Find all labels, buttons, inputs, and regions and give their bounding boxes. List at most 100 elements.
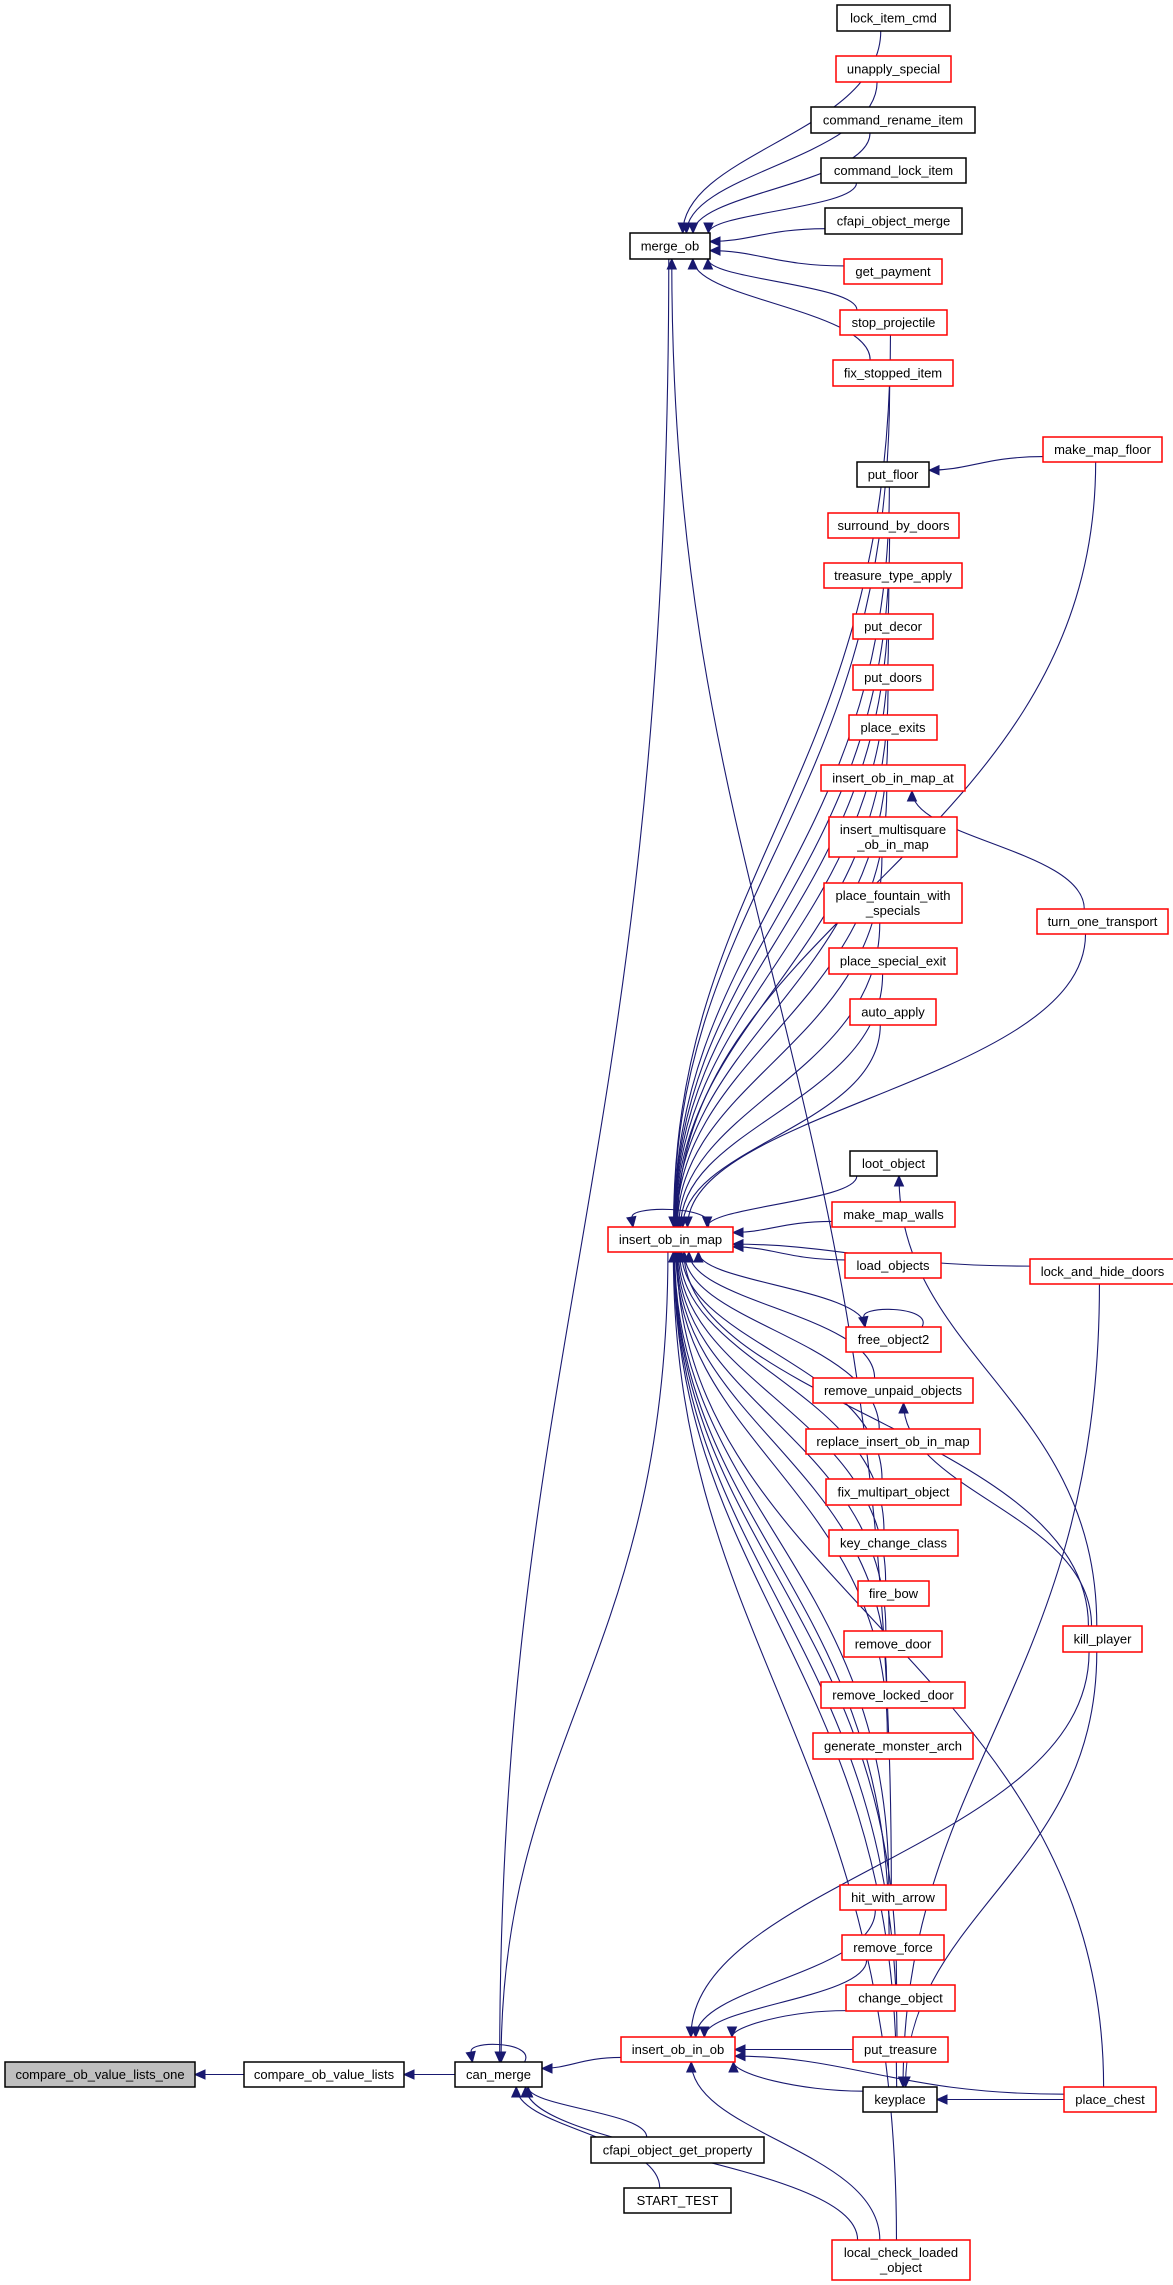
edge-line bbox=[676, 856, 883, 1228]
node-treasure_type_apply[interactable]: treasure_type_apply bbox=[823, 562, 963, 589]
edge-line bbox=[692, 258, 871, 361]
node-cfapi_object_merge[interactable]: cfapi_object_merge bbox=[824, 207, 963, 235]
node-label: place_chest bbox=[1075, 2092, 1145, 2107]
node-generate_monster_arch[interactable]: generate_monster_arch bbox=[812, 1732, 974, 1760]
node-box bbox=[857, 1580, 930, 1607]
node-label: hit_with_arrow bbox=[851, 1890, 935, 1905]
edges bbox=[193, 30, 1105, 2241]
node-place_exits[interactable]: place_exits bbox=[848, 714, 938, 741]
node-box bbox=[607, 1226, 734, 1253]
node-label: place_exits bbox=[860, 720, 926, 735]
node-cmp_one[interactable]: compare_ob_value_lists_one bbox=[4, 2061, 196, 2088]
node-box bbox=[4, 2061, 196, 2088]
node-box bbox=[620, 2036, 736, 2063]
node-remove_force[interactable]: remove_force bbox=[841, 1934, 945, 1961]
edge-START_TEST-to-can_merge bbox=[510, 2085, 661, 2189]
edge-line bbox=[703, 1959, 868, 2038]
node-put_floor[interactable]: put_floor bbox=[856, 461, 930, 488]
node-fix_multipart_object[interactable]: fix_multipart_object bbox=[825, 1478, 962, 1506]
node-label: insert_ob_in_map bbox=[619, 1232, 722, 1247]
node-free_object2[interactable]: free_object2 bbox=[845, 1326, 942, 1353]
node-box bbox=[825, 1478, 962, 1506]
node-fix_stopped_item[interactable]: fix_stopped_item bbox=[832, 359, 954, 387]
node-loot_object[interactable]: loot_object bbox=[849, 1150, 938, 1177]
node-label: _specials bbox=[865, 903, 921, 918]
node-box bbox=[454, 2061, 543, 2088]
edge-line bbox=[707, 258, 858, 311]
node-auto_apply[interactable]: auto_apply bbox=[849, 998, 937, 1026]
node-load_objects[interactable]: load_objects bbox=[844, 1252, 942, 1279]
arrowhead-icon bbox=[681, 222, 692, 235]
node-label: remove_door bbox=[855, 1637, 932, 1652]
node-insert_ob_in_map_at[interactable]: insert_ob_in_map_at bbox=[820, 764, 966, 792]
node-put_treasure[interactable]: put_treasure bbox=[852, 2036, 949, 2063]
node-box bbox=[843, 1630, 943, 1658]
node-remove_door[interactable]: remove_door bbox=[843, 1630, 943, 1658]
arrowhead-icon bbox=[733, 2050, 746, 2062]
node-remove_unpaid_objects[interactable]: remove_unpaid_objects bbox=[812, 1377, 974, 1404]
node-label: generate_monster_arch bbox=[824, 1739, 962, 1754]
node-label: put_treasure bbox=[864, 2042, 937, 2057]
node-box bbox=[852, 2036, 949, 2063]
node-lock_item_cmd[interactable]: lock_item_cmd bbox=[836, 4, 951, 32]
node-surround_by_doors[interactable]: surround_by_doors bbox=[827, 512, 960, 539]
node-put_decor[interactable]: put_decor bbox=[852, 613, 934, 640]
arrowhead-icon bbox=[540, 2063, 553, 2074]
node-START_TEST[interactable]: START_TEST bbox=[623, 2187, 732, 2214]
node-stop_projectile[interactable]: stop_projectile bbox=[839, 309, 948, 336]
node-make_map_floor[interactable]: make_map_floor bbox=[1042, 436, 1163, 463]
node-put_doors[interactable]: put_doors bbox=[852, 664, 934, 691]
edge-line bbox=[541, 2056, 622, 2069]
node-insert_multisquare_ob_in_map[interactable]: insert_multisquare_ob_in_map bbox=[828, 816, 958, 858]
edge-line bbox=[671, 258, 892, 1886]
node-insert_ob_in_map[interactable]: insert_ob_in_map bbox=[607, 1226, 734, 1253]
edge-insert_ob_in_map-to-can_merge bbox=[495, 1251, 669, 2064]
node-box bbox=[820, 764, 966, 792]
node-label: remove_force bbox=[853, 1940, 932, 1955]
node-place_special_exit[interactable]: place_special_exit bbox=[828, 947, 958, 975]
node-can_merge[interactable]: can_merge bbox=[454, 2061, 543, 2088]
node-label: local_check_loaded bbox=[844, 2245, 958, 2260]
node-remove_locked_door[interactable]: remove_locked_door bbox=[820, 1681, 966, 1709]
node-unapply_special[interactable]: unapply_special bbox=[835, 55, 952, 83]
edge-kill_player-to-insert_ob_in_map bbox=[678, 1250, 1089, 1627]
node-lock_and_hide_doors[interactable]: lock_and_hide_doors bbox=[1029, 1258, 1173, 1285]
node-label: put_floor bbox=[868, 467, 919, 482]
node-label: auto_apply bbox=[861, 1005, 925, 1020]
node-label: free_object2 bbox=[858, 1332, 930, 1347]
node-box bbox=[844, 1252, 942, 1279]
node-place_chest[interactable]: place_chest bbox=[1063, 2086, 1157, 2113]
node-local_check_loaded_object[interactable]: local_check_loaded_object bbox=[831, 2239, 971, 2281]
node-turn_one_transport[interactable]: turn_one_transport bbox=[1036, 908, 1169, 935]
node-label: make_map_floor bbox=[1054, 442, 1151, 457]
node-replace_insert_ob_in_map[interactable]: replace_insert_ob_in_map bbox=[805, 1428, 981, 1455]
node-cfapi_object_get_property[interactable]: cfapi_object_get_property bbox=[590, 2136, 765, 2164]
arrowhead-icon bbox=[702, 257, 714, 270]
node-place_fountain_with_specials[interactable]: place_fountain_with_specials bbox=[823, 882, 963, 924]
node-box bbox=[839, 309, 948, 336]
node-fire_bow[interactable]: fire_bow bbox=[857, 1580, 930, 1607]
arrowhead-icon bbox=[703, 222, 714, 235]
node-hit_with_arrow[interactable]: hit_with_arrow bbox=[839, 1884, 947, 1911]
node-change_object[interactable]: change_object bbox=[845, 1984, 956, 2012]
edge-kill_player-to-insert_ob_in_ob bbox=[685, 1651, 1090, 2039]
arrowhead-icon bbox=[701, 1216, 713, 1229]
node-key_change_class[interactable]: key_change_class bbox=[828, 1529, 959, 1557]
edge-put_treasure-to-insert_ob_in_ob bbox=[733, 2044, 854, 2055]
node-command_rename_item[interactable]: command_rename_item bbox=[810, 106, 976, 134]
node-cmp[interactable]: compare_ob_value_lists bbox=[243, 2061, 405, 2088]
node-box bbox=[831, 2239, 971, 2281]
node-command_lock_item[interactable]: command_lock_item bbox=[820, 157, 967, 184]
edge-hit_with_arrow-to-insert_ob_in_ob bbox=[690, 1909, 876, 2039]
node-make_map_walls[interactable]: make_map_walls bbox=[831, 1201, 956, 1228]
node-insert_ob_in_ob[interactable]: insert_ob_in_ob bbox=[620, 2036, 736, 2063]
node-box bbox=[629, 232, 711, 260]
edge-get_payment-to-merge_ob bbox=[708, 245, 845, 267]
node-kill_player[interactable]: kill_player bbox=[1062, 1625, 1143, 1653]
node-merge_ob[interactable]: merge_ob bbox=[629, 232, 711, 260]
node-box bbox=[805, 1428, 981, 1455]
node-box bbox=[828, 1529, 959, 1557]
node-keyplace[interactable]: keyplace bbox=[862, 2086, 938, 2113]
node-get_payment[interactable]: get_payment bbox=[843, 258, 943, 285]
edge-line bbox=[706, 1175, 858, 1228]
